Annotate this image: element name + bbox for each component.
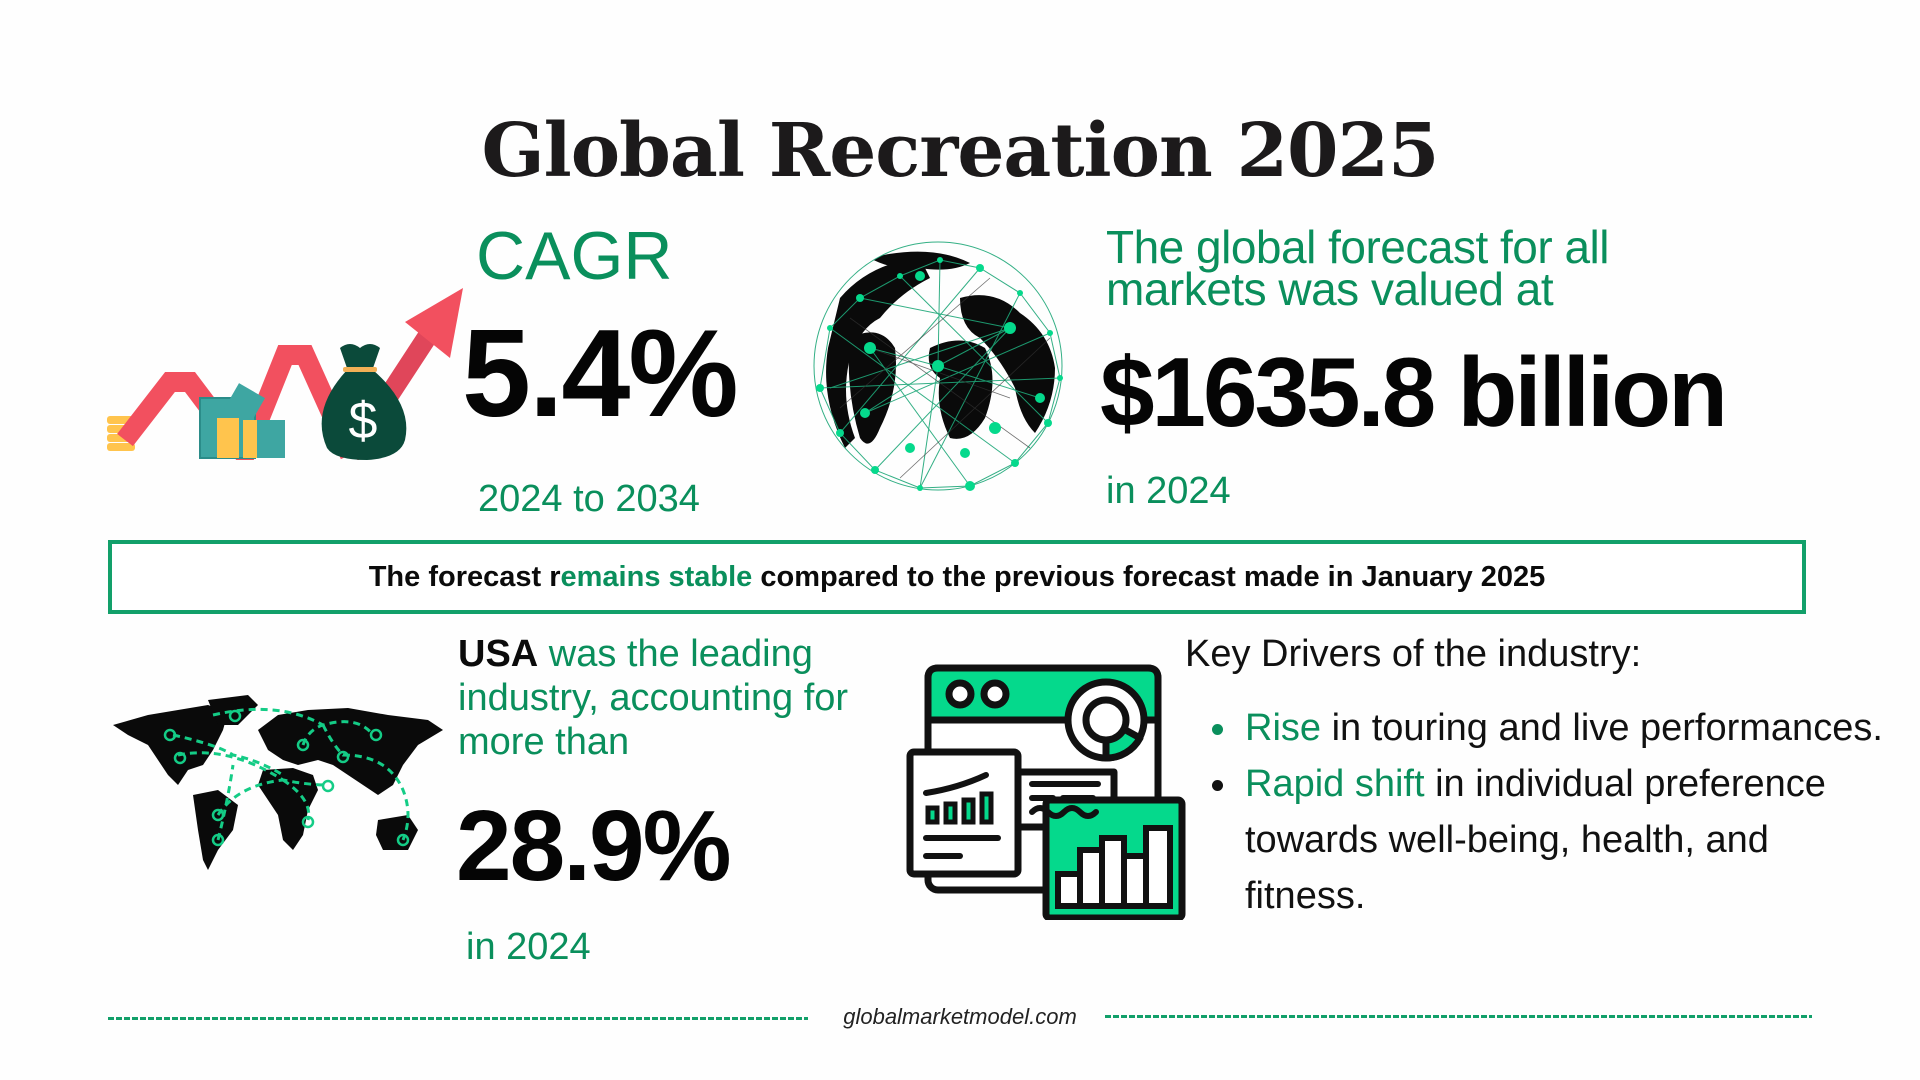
analytics-dashboard-icon: [906, 664, 1186, 920]
cagr-period: 2024 to 2034: [478, 478, 700, 520]
leading-region-share: 28.9%: [456, 790, 732, 902]
key-drivers-list: Rise in touring and live performances. R…: [1212, 700, 1892, 924]
banner-suffix: compared to the previous forecast made i…: [752, 560, 1546, 593]
bullet-icon: [1212, 724, 1223, 735]
growth-chart-money-bag-icon: $: [107, 288, 463, 460]
forecast-lead-text: The global forecast for all markets was …: [1106, 221, 1610, 315]
banner-prefix: The forecast r: [368, 560, 561, 593]
key-drivers-heading: Key Drivers of the industry:: [1185, 633, 1642, 675]
cagr-value: 5.4%: [462, 305, 739, 443]
driver-text: in touring and live performances.: [1321, 707, 1883, 749]
cagr-label: CAGR: [476, 218, 673, 294]
leading-country: USA: [458, 633, 539, 675]
forecast-year: in 2024: [1106, 470, 1231, 512]
bullet-icon: [1212, 780, 1223, 791]
footer-site-link[interactable]: globalmarketmodel.com: [833, 1004, 1087, 1029]
footer-divider-right: [1105, 1015, 1812, 1018]
driver-item: Rapid shift in individual preference tow…: [1212, 756, 1892, 924]
driver-text: in individual preference towards well-be…: [1245, 763, 1826, 917]
driver-highlight: Rapid shift: [1245, 763, 1425, 805]
page-title: Global Recreation 2025: [481, 108, 1439, 194]
leading-region-text: USA was the leading industry, accounting…: [458, 632, 898, 764]
leading-region-year: in 2024: [466, 926, 591, 968]
leading-region-lead: was the leading industry, accounting for…: [458, 633, 849, 763]
forecast-value: $1635.8 billion: [1100, 337, 1728, 447]
world-map-routes-icon: [113, 695, 443, 870]
network-globe-icon: [813, 241, 1063, 491]
forecast-stability-banner: The forecast r emains stable compared to …: [108, 540, 1806, 614]
footer-divider-left: [108, 1017, 808, 1020]
banner-highlight: emains stable: [560, 560, 753, 593]
driver-highlight: Rise: [1245, 707, 1322, 749]
driver-item: Rise in touring and live performances.: [1212, 700, 1892, 756]
footer-website: globalmarketmodel.com: [0, 1004, 1920, 1030]
svg-text:$: $: [349, 392, 378, 450]
